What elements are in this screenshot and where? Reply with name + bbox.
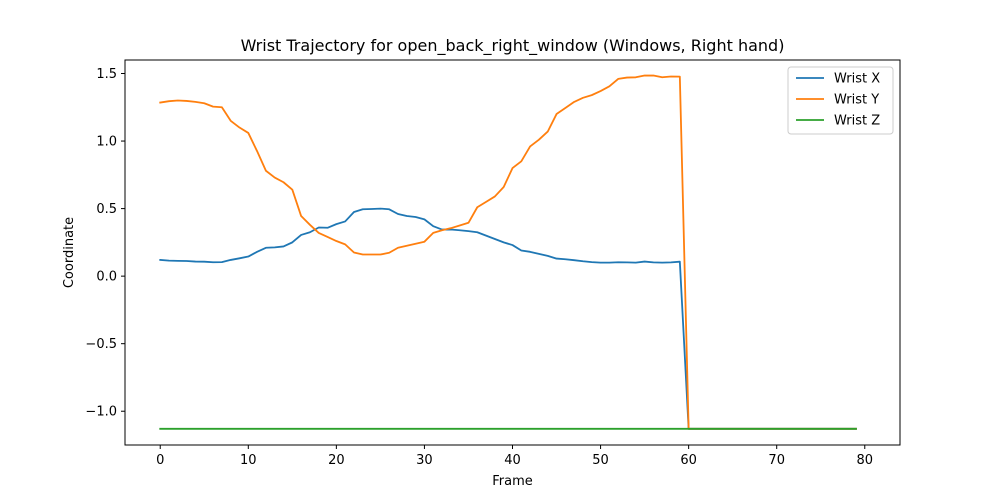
x-axis-ticks: 0 10 20 30 40 50 60 70 80: [156, 445, 873, 468]
y-tick-label: 0.0: [96, 270, 117, 285]
plot-series: [159, 74, 857, 430]
legend-label: Wrist Y: [834, 93, 879, 108]
x-axis-label: Frame: [492, 474, 533, 489]
x-tick-label: 20: [328, 453, 345, 468]
x-tick-label: 40: [504, 453, 521, 468]
y-tick-label: 0.5: [96, 202, 117, 217]
x-tick-label: 50: [592, 453, 609, 468]
x-tick-label: 0: [156, 453, 164, 468]
x-tick-label: 10: [240, 453, 257, 468]
series-line-wrist-x: [159, 207, 857, 430]
legend: Wrist X Wrist Y Wrist Z: [787, 66, 894, 135]
legend-label: Wrist Z: [834, 114, 880, 129]
y-tick-label: −0.5: [85, 337, 117, 352]
y-tick-label: −1.0: [85, 405, 117, 420]
y-tick-label: 1.5: [96, 67, 117, 82]
axes-frame: [124, 59, 901, 446]
legend-box: [787, 66, 894, 135]
x-tick-label: 60: [680, 453, 697, 468]
x-tick-label: 30: [416, 453, 433, 468]
series-line-wrist-y: [159, 74, 857, 430]
chart-title: Wrist Trajectory for open_back_right_win…: [241, 36, 785, 56]
y-axis-label: Coordinate: [62, 217, 77, 288]
legend-label: Wrist X: [834, 72, 880, 87]
x-tick-label: 70: [768, 453, 785, 468]
y-tick-label: 1.0: [96, 135, 117, 150]
x-tick-label: 80: [856, 453, 873, 468]
y-axis-ticks: −1.0 −0.5 0.0 0.5 1.0 1.5: [85, 67, 125, 420]
